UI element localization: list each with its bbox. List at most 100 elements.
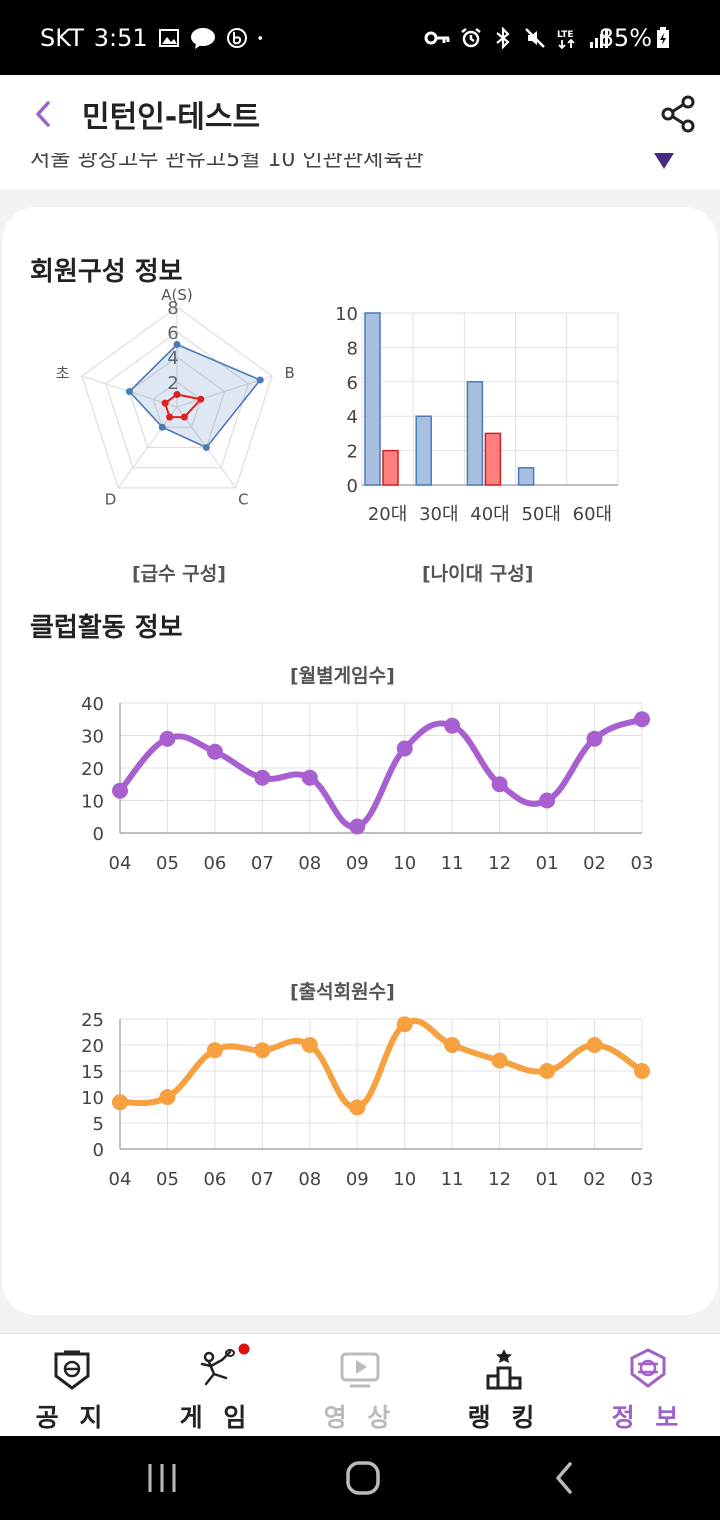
club-address-text: 서울 광장고무 관유고5월 10 인관관제육관 (30, 153, 424, 172)
line-x-tick-label: 03 (631, 853, 654, 874)
bar-x-tick-label: 40대 (470, 504, 509, 525)
line-point (634, 1063, 650, 1079)
gallery-icon (158, 28, 179, 47)
line-y-tick-label: 30 (81, 727, 104, 748)
line-x-tick-label: 06 (203, 1169, 226, 1190)
bar-y-tick-label: 10 (335, 304, 358, 325)
b-app-icon (226, 27, 247, 48)
nav-item-video[interactable]: 영 상 (288, 1334, 432, 1437)
talk-icon (190, 27, 215, 49)
line-point (396, 1016, 413, 1033)
home-icon[interactable] (344, 1458, 382, 1498)
radar-point (125, 388, 133, 396)
radar-tick-label: 8 (167, 298, 178, 319)
line-x-tick-label: 01 (536, 853, 559, 874)
mute-icon (525, 27, 545, 48)
line-point (254, 1042, 271, 1059)
bar-x-tick-label: 60대 (573, 504, 612, 525)
line-x-tick-label: 08 (298, 1169, 321, 1190)
line-x-tick-label: 01 (536, 1169, 559, 1190)
monthly-games-caption: [월별게임수] (290, 665, 395, 687)
line-series (117, 1017, 645, 1111)
line-x-tick-label: 12 (488, 853, 511, 874)
signal-icon (590, 29, 608, 48)
radar-point (173, 391, 181, 398)
clock-text: 3:51 (93, 23, 148, 52)
share-icon[interactable] (658, 93, 698, 135)
line-x-tick-label: 10 (393, 1169, 416, 1190)
club-info-strip: 서울 광장고무 관유고5월 10 인관관제육관 (0, 153, 720, 189)
nav-item-game[interactable]: 게 임 (144, 1334, 288, 1437)
radar-grid-ring (128, 356, 226, 449)
badminton-player-icon (200, 1349, 235, 1386)
bluetooth-icon (496, 26, 510, 49)
bar (517, 467, 535, 486)
line-point (586, 730, 603, 747)
dot-icon (258, 35, 262, 40)
line-point (112, 1094, 128, 1111)
line-point (206, 743, 223, 760)
line-y-tick-label: 40 (81, 694, 104, 715)
monthly-games-line-chart: 0 10 20 30 40 04 05 06 07 08 09 10 11 12 01 02 03 (81, 694, 654, 874)
nav-item-ranking[interactable]: 랭 킹 (432, 1334, 576, 1437)
nav-label-ranking: 랭 킹 (467, 1403, 541, 1432)
bar-y-tick-label: 4 (347, 407, 358, 428)
bar-y-tick-label: 8 (347, 338, 358, 359)
radar-point (180, 413, 188, 421)
line-point (586, 1037, 603, 1053)
line-point (539, 1063, 556, 1079)
ranking-podium-icon (486, 1349, 522, 1390)
line-x-tick-label: 11 (441, 1169, 464, 1190)
bar-x-tick-label: 50대 (521, 504, 560, 525)
page-title: 민턴인-테스트 (82, 100, 261, 135)
radar-grid-ring (81, 306, 273, 489)
line-y-tick-label: 20 (81, 759, 104, 780)
app-bar: 민턴인-테스트 (0, 75, 720, 153)
bar-y-tick-label: 6 (347, 373, 358, 394)
nav-label-notice: 공 지 (35, 1403, 109, 1432)
battery-charging-icon (657, 26, 669, 48)
line-point (491, 1052, 508, 1069)
line-point (112, 782, 128, 799)
video-play-icon (340, 1352, 380, 1388)
line-x-tick-label: 02 (583, 1169, 606, 1190)
bar-x-tick-label: 20대 (368, 504, 407, 525)
nav-item-notice[interactable]: 공 지 (0, 1334, 144, 1437)
battery-percent: 85% (598, 23, 652, 52)
radar-axis-label: 초 (56, 364, 70, 382)
line-y-tick-label: 20 (81, 1036, 104, 1057)
nav-item-info[interactable]: 정 보 (576, 1334, 720, 1437)
bar-x-tick-label: 30대 (419, 504, 458, 525)
grade-radar-chart: 2 4 6 8A(S) B C D 초 (56, 286, 295, 508)
radar-point (158, 423, 166, 431)
line-point (634, 711, 650, 728)
bar (364, 312, 381, 486)
line-point (301, 1037, 318, 1053)
line-x-tick-label: 03 (631, 1169, 654, 1190)
status-bar: SKT 3:51 LTE 85% (0, 0, 720, 75)
line-y-tick-label: 10 (81, 792, 104, 813)
radar-point (161, 399, 169, 407)
system-back-icon[interactable] (550, 1460, 580, 1496)
nav-label-info: 정 보 (611, 1403, 685, 1432)
radar-series-area (128, 343, 262, 449)
line-point (396, 740, 413, 757)
radar-axis-label: C (238, 490, 248, 508)
line-x-tick-label: 05 (156, 853, 179, 874)
system-nav-bar (0, 1436, 720, 1520)
recent-apps-icon[interactable] (146, 1460, 178, 1496)
carrier-text: SKT (40, 23, 84, 52)
line-point (349, 818, 366, 835)
back-icon[interactable] (28, 93, 68, 135)
bottom-nav: 공 지 게 임 영 상 랭 킹 정 보 (0, 1333, 720, 1437)
bar (466, 381, 484, 486)
key-icon (424, 31, 450, 44)
line-point (254, 769, 271, 786)
line-x-tick-label: 07 (251, 853, 274, 874)
line-x-tick-label: 10 (393, 853, 416, 874)
radar-spoke (176, 375, 273, 408)
member-section-title: 회원구성 정보 (30, 257, 183, 287)
line-point (349, 1099, 366, 1116)
dropdown-triangle-icon[interactable] (652, 153, 676, 171)
bar (415, 415, 432, 486)
